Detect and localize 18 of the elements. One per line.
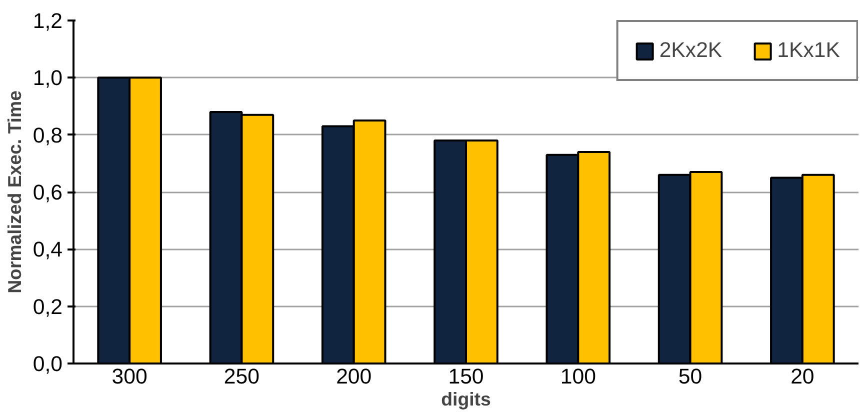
x-axis-title: digits [441, 388, 491, 410]
y-tick-label: 1,2 [32, 9, 63, 33]
y-tick-label: 0,8 [32, 123, 63, 148]
x-tick-label: 150 [448, 364, 484, 388]
x-tick-label: 50 [678, 364, 702, 388]
x-tick-label: 250 [224, 364, 260, 388]
legend-label: 2Kx2K [659, 38, 722, 63]
legend-label: 1Kx1K [777, 38, 840, 63]
y-tick-label: 0,0 [32, 352, 63, 376]
x-tick-label: 100 [560, 364, 596, 388]
y-axis-title: Normalized Exec. Time [4, 90, 25, 294]
x-tick-label: 20 [790, 364, 814, 388]
y-tick-label: 0,6 [32, 180, 63, 204]
y-tick-label: 0,4 [32, 238, 63, 262]
y-tick-label: 0,2 [32, 294, 63, 319]
x-tick-label: 200 [336, 364, 372, 388]
y-tick-label: 1,0 [32, 66, 63, 90]
x-tick-label: 300 [112, 364, 148, 388]
